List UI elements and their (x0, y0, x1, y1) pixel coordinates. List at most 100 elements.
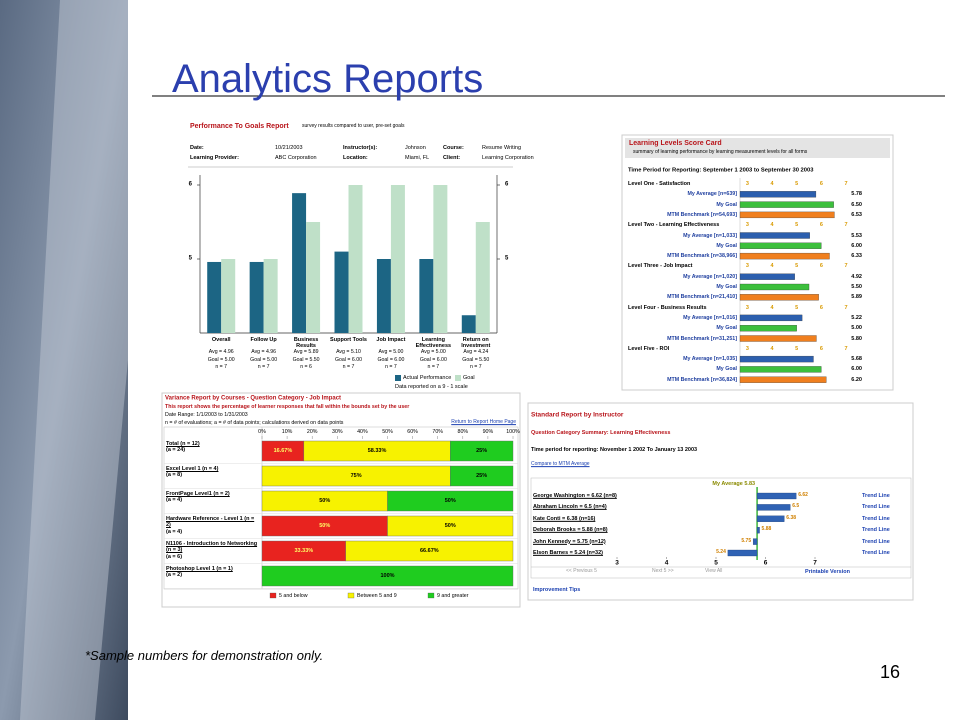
bar (739, 314, 803, 322)
group-label: Level Three - Job Impact (628, 263, 693, 270)
bar (739, 335, 817, 342)
x-tick-label: 5 (795, 180, 799, 187)
value-label: 6.5 (792, 503, 800, 510)
x-tick-label: 60% (407, 428, 418, 435)
panel (621, 134, 894, 391)
trend-link[interactable]: Trend Line (862, 538, 890, 545)
category-note: (a = 8) (166, 472, 183, 479)
x-tick-label: 5 (795, 263, 799, 270)
x-tick-label: Business Results (293, 337, 319, 350)
value-label: 5.50 (851, 283, 862, 290)
x-tick-label: 10% (281, 428, 293, 435)
value-label: 4.92 (851, 273, 862, 280)
legend-swatch (427, 592, 435, 599)
trend-link[interactable]: Trend Line (862, 549, 890, 556)
bar (334, 251, 349, 333)
print-link[interactable]: Printable Version (805, 568, 850, 575)
nav-link[interactable]: View All (705, 568, 723, 575)
stat-text: Goal = 5.50 (292, 356, 320, 363)
row-label: Abraham Lincoln = 6.5 (n=4) (533, 504, 607, 511)
row-label: Photoshop Level 1 (n = 1) (a = 2) (166, 566, 260, 579)
bar (348, 185, 363, 333)
x-tick-label: 4 (770, 263, 774, 270)
stat-text: n = 6 (300, 364, 312, 371)
x-tick-label: Learning Effectiveness (415, 337, 452, 350)
value-label: 6.33 (851, 252, 862, 259)
stat-text: Goal = 5.00 (207, 356, 235, 363)
link[interactable]: Compare to MTM Average (531, 461, 590, 468)
bar (739, 283, 810, 291)
x-tick-label: 6 (819, 222, 823, 229)
x-tick-label: 7 (844, 222, 848, 229)
value-label: 5.88 (761, 526, 772, 533)
stat-text: Goal = 5.50 (462, 356, 490, 363)
bar-segment (450, 440, 514, 462)
x-tick-label: 3 (745, 263, 749, 270)
field-label: Course: (443, 144, 464, 151)
stat-text: n = 7 (469, 364, 482, 371)
field-value: Miami, FL (405, 154, 430, 161)
row-label: Excel Level 1 (n = 4) (a = 8) (166, 466, 260, 479)
trend-link[interactable]: Trend Line (862, 504, 890, 511)
stat-text: n = 7 (385, 364, 397, 371)
trend-link[interactable]: Trend Line (862, 515, 890, 522)
period: Time period for reporting: November 1 20… (531, 446, 698, 453)
row-label: My Average [n=1,033] (683, 232, 737, 239)
bar (249, 261, 264, 333)
x-tick-label: 7 (813, 559, 817, 567)
legend-label: 9 and greater (437, 592, 469, 599)
x-tick-label: 5 (795, 222, 799, 229)
trend-link[interactable]: Trend Line (862, 492, 890, 499)
nav-link[interactable]: Next 5 >> (652, 568, 674, 575)
stat-text: n = 7 (215, 364, 228, 371)
link[interactable]: Return to Report Home Page (451, 419, 516, 426)
y-tick-label: 6 (188, 181, 192, 188)
field-label: Date: (190, 144, 204, 151)
value-label: 25% (476, 447, 488, 454)
x-tick-label: 40% (357, 428, 368, 435)
note: Data reported on a 9 - 1 scale (395, 383, 468, 390)
x-tick-label: 5 (714, 559, 718, 567)
row-label: John Kennedy = 5.75 (n=12) (533, 538, 606, 545)
x-tick-label: 4 (664, 559, 669, 567)
tips-link[interactable]: Improvement Tips (533, 586, 581, 593)
trend-link[interactable]: Trend Line (862, 527, 890, 534)
stat-text: Avg = 5.89 (293, 349, 319, 356)
stat-text: Goal = 6.00 (377, 356, 405, 363)
legend-swatch (347, 592, 355, 599)
ruler-decoration (20, 0, 128, 720)
row-label: MTM Benchmark [n=54,693] (667, 211, 737, 218)
x-tick-label: 4 (770, 180, 774, 187)
bar (739, 211, 835, 219)
x-tick-label: 80% (457, 428, 469, 435)
side-strip (0, 0, 128, 720)
y-tick-label: 6 (505, 181, 509, 188)
x-tick-label: 3 (745, 222, 749, 229)
bar (739, 252, 830, 260)
bar (739, 232, 810, 239)
row-label: N1106 - Introduction to Networking (n = … (166, 541, 260, 560)
row-label: George Washington = 6.62 (n=8) (533, 492, 617, 499)
row-label: My Goal (716, 242, 737, 249)
chart-title: Standard Report by Instructor (531, 411, 624, 419)
value-label: 5.22 (851, 314, 862, 321)
bar (739, 242, 822, 249)
stat-text: Goal = 5.00 (250, 356, 278, 363)
value-label: 33.33% (294, 547, 314, 554)
nav-link[interactable]: << Previous 5 (566, 568, 597, 575)
stat-text: Avg = 5.10 (336, 349, 361, 356)
group-label: Level Four - Business Results (628, 304, 707, 311)
bar-segment (345, 540, 514, 562)
x-tick-label: 4 (770, 222, 774, 229)
row-label: Kate Conti = 6.38 (n=16) (533, 515, 596, 522)
group-label: Level Two - Learning Effectiveness (628, 222, 720, 229)
value-label: 5.75 (741, 537, 752, 544)
row-label: Deborah Brooks = 5.88 (n=8) (533, 527, 608, 534)
x-tick-label: 3 (745, 345, 749, 352)
bar (739, 325, 797, 332)
x-tick-label: 6 (763, 559, 768, 567)
bar (292, 193, 307, 333)
row-label: MTM Benchmark [n=21,410] (667, 294, 737, 301)
